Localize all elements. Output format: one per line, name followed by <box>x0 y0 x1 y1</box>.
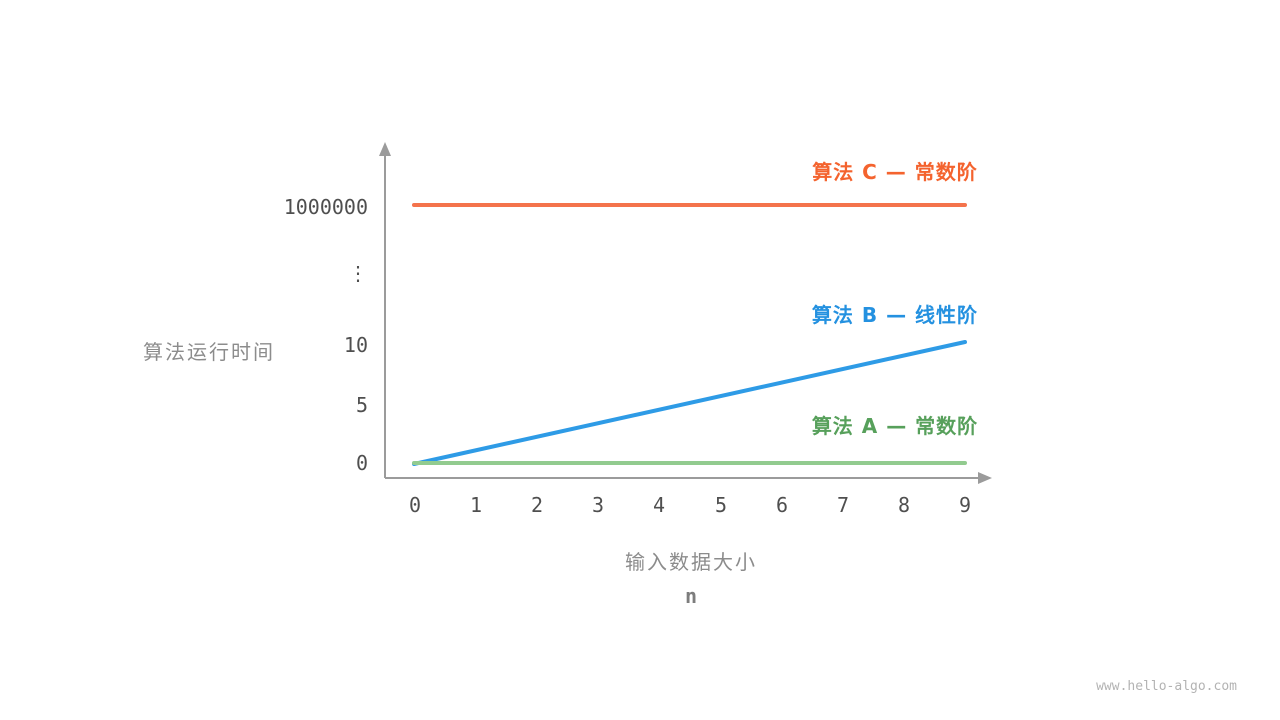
x-tick-4: 4 <box>652 493 666 517</box>
x-tick-8: 8 <box>897 493 911 517</box>
site-watermark: www.hello-algo.com <box>1096 679 1237 694</box>
x-tick-2: 2 <box>530 493 544 517</box>
series-b-linear-line <box>412 340 967 466</box>
x-tick-3: 3 <box>591 493 605 517</box>
y-tick-0: 0 <box>355 451 368 475</box>
y-axis-ellipsis: ⋮ <box>348 261 368 285</box>
x-tick-1: 1 <box>469 493 483 517</box>
y-tick-1000000: 1000000 <box>283 195 368 219</box>
x-tick-0: 0 <box>408 493 422 517</box>
x-axis-label: 输入数据大小 <box>625 550 757 574</box>
y-tick-10: 10 <box>343 333 368 357</box>
x-tick-9: 9 <box>958 493 972 517</box>
legend-algorithm-a: 算法 A — 常数阶 <box>811 414 979 438</box>
legend-algorithm-c: 算法 C — 常数阶 <box>812 160 978 184</box>
legend-algorithm-b: 算法 B — 线性阶 <box>811 303 979 327</box>
y-axis-label: 算法运行时间 <box>143 340 275 364</box>
x-axis-symbol: n <box>684 584 698 608</box>
x-tick-6: 6 <box>775 493 789 517</box>
x-tick-7: 7 <box>836 493 850 517</box>
x-tick-5: 5 <box>714 493 728 517</box>
y-tick-5: 5 <box>355 393 368 417</box>
